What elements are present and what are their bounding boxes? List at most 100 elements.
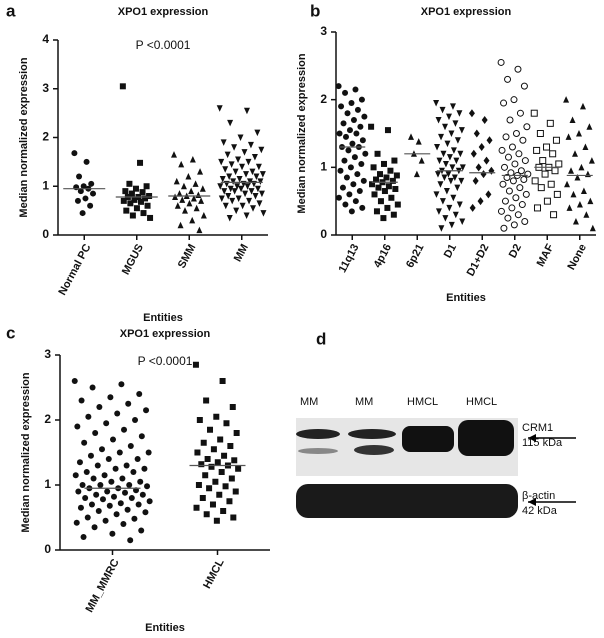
point — [415, 138, 422, 145]
point — [346, 127, 353, 134]
point — [214, 459, 221, 466]
point — [251, 154, 258, 161]
point — [106, 502, 113, 509]
x-tick-label: 4p16 — [372, 242, 394, 270]
point — [341, 157, 348, 164]
point — [226, 498, 233, 505]
point — [250, 205, 257, 212]
point — [124, 506, 131, 513]
annotation: P <0.0001 — [138, 354, 193, 368]
point — [73, 519, 80, 526]
point — [504, 214, 512, 222]
point — [536, 130, 544, 137]
point — [345, 147, 352, 154]
point — [447, 177, 454, 185]
point — [142, 509, 149, 516]
point — [457, 150, 464, 158]
point — [222, 483, 229, 490]
point — [221, 452, 228, 459]
point — [133, 205, 140, 212]
point — [520, 82, 528, 90]
point — [391, 157, 398, 164]
point — [114, 410, 121, 417]
point — [342, 89, 349, 96]
point — [129, 212, 136, 219]
point — [216, 491, 223, 498]
point — [238, 185, 245, 193]
point — [102, 517, 109, 524]
point — [449, 164, 456, 171]
point — [515, 150, 523, 158]
band-size: 115 kDa — [522, 437, 563, 449]
point — [126, 180, 133, 187]
y-tick-label: 2 — [320, 92, 327, 106]
point — [337, 167, 344, 174]
point — [208, 463, 215, 470]
point — [434, 144, 441, 151]
point — [537, 184, 545, 192]
point — [437, 181, 444, 188]
point — [368, 123, 375, 130]
y-tick-label: 1 — [42, 178, 49, 192]
point — [354, 171, 361, 178]
point — [439, 106, 446, 114]
point — [389, 177, 396, 184]
point — [132, 417, 139, 423]
point — [418, 157, 425, 164]
point — [443, 188, 450, 195]
panel-letter: d — [316, 329, 326, 348]
point — [194, 449, 201, 456]
point — [218, 469, 225, 475]
point — [216, 105, 223, 112]
point — [119, 83, 126, 90]
point — [393, 172, 400, 179]
point — [235, 156, 242, 163]
point — [220, 508, 227, 514]
lane-label: HMCL — [466, 396, 497, 408]
point — [519, 136, 527, 144]
point — [351, 154, 358, 161]
point — [450, 194, 457, 202]
point — [92, 430, 99, 436]
point — [139, 189, 146, 196]
point — [511, 160, 519, 168]
point — [78, 397, 85, 404]
point — [146, 193, 153, 199]
point — [258, 146, 265, 154]
point — [146, 498, 153, 505]
point — [218, 195, 225, 202]
point — [132, 185, 139, 192]
point — [228, 161, 235, 168]
point — [344, 110, 351, 117]
x-tick-label: MM — [232, 242, 251, 264]
x-tick-label: MGUS — [120, 242, 146, 277]
point — [172, 193, 179, 200]
point — [126, 482, 133, 488]
point — [500, 224, 508, 232]
point — [440, 150, 447, 158]
point — [198, 461, 205, 468]
point — [508, 143, 516, 151]
point — [342, 133, 349, 140]
point — [203, 511, 210, 518]
point — [576, 201, 583, 208]
x-axis-label: Entities — [145, 622, 185, 634]
point — [75, 488, 82, 495]
point — [449, 103, 456, 110]
point — [228, 475, 235, 482]
point — [217, 183, 224, 190]
point — [574, 173, 581, 181]
point — [247, 141, 254, 149]
point — [454, 137, 461, 144]
point — [74, 197, 81, 204]
point — [342, 201, 349, 208]
point — [246, 178, 253, 185]
y-tick-label: 1 — [44, 477, 51, 491]
band — [298, 448, 338, 454]
point — [74, 423, 81, 430]
point — [584, 170, 591, 178]
point — [197, 168, 204, 175]
x-tick-label: 11q13 — [337, 242, 362, 275]
point — [459, 218, 466, 225]
point — [77, 504, 84, 511]
